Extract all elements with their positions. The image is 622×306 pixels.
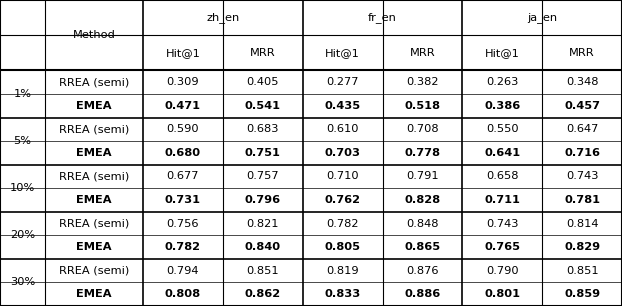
Text: ja_en: ja_en [527, 12, 557, 23]
Text: 0.851: 0.851 [566, 266, 598, 276]
Text: 0.876: 0.876 [406, 266, 439, 276]
Text: 0.743: 0.743 [486, 218, 519, 229]
Text: 0.641: 0.641 [484, 148, 521, 158]
Text: 0.886: 0.886 [404, 289, 440, 299]
Text: 0.833: 0.833 [325, 289, 361, 299]
Text: 0.541: 0.541 [245, 101, 281, 111]
Text: RREA (semi): RREA (semi) [59, 266, 129, 276]
Text: 5%: 5% [14, 136, 31, 146]
Text: 0.765: 0.765 [485, 242, 520, 252]
Text: 0.680: 0.680 [165, 148, 201, 158]
Text: 0.757: 0.757 [246, 171, 279, 181]
Text: 0.791: 0.791 [406, 171, 439, 181]
Text: 0.751: 0.751 [245, 148, 281, 158]
Text: 0.708: 0.708 [406, 124, 439, 134]
Text: 0.435: 0.435 [325, 101, 361, 111]
Text: 0.781: 0.781 [564, 195, 600, 205]
Text: 0.677: 0.677 [167, 171, 199, 181]
Text: EMEA: EMEA [76, 195, 112, 205]
Text: 0.405: 0.405 [246, 77, 279, 87]
Text: 0.710: 0.710 [327, 171, 359, 181]
Text: 0.819: 0.819 [327, 266, 359, 276]
Text: 0.848: 0.848 [406, 218, 439, 229]
Text: 0.711: 0.711 [485, 195, 520, 205]
Text: 0.457: 0.457 [564, 101, 600, 111]
Text: 10%: 10% [10, 183, 35, 193]
Text: 0.703: 0.703 [325, 148, 361, 158]
Text: 0.683: 0.683 [246, 124, 279, 134]
Text: MRR: MRR [250, 48, 276, 58]
Text: EMEA: EMEA [76, 242, 112, 252]
Text: 0.647: 0.647 [566, 124, 598, 134]
Text: 0.382: 0.382 [406, 77, 439, 87]
Text: 0.277: 0.277 [327, 77, 359, 87]
Text: 0.808: 0.808 [165, 289, 201, 299]
Text: 20%: 20% [10, 230, 35, 240]
Text: 0.590: 0.590 [167, 124, 199, 134]
Text: 0.840: 0.840 [244, 242, 281, 252]
Text: Hit@1: Hit@1 [165, 48, 200, 58]
Text: 0.801: 0.801 [485, 289, 520, 299]
Text: 0.778: 0.778 [404, 148, 440, 158]
Text: MRR: MRR [569, 48, 595, 58]
Text: 0.743: 0.743 [566, 171, 598, 181]
Text: 0.782: 0.782 [165, 242, 201, 252]
Text: RREA (semi): RREA (semi) [59, 124, 129, 134]
Text: 0.862: 0.862 [244, 289, 281, 299]
Text: 0.821: 0.821 [246, 218, 279, 229]
Text: 0.865: 0.865 [404, 242, 440, 252]
Text: 0.814: 0.814 [566, 218, 598, 229]
Text: 0.762: 0.762 [325, 195, 361, 205]
Text: 0.782: 0.782 [327, 218, 359, 229]
Text: EMEA: EMEA [76, 289, 112, 299]
Text: 0.790: 0.790 [486, 266, 519, 276]
Text: 1%: 1% [14, 89, 31, 99]
Text: 0.731: 0.731 [165, 195, 201, 205]
Text: 0.386: 0.386 [484, 101, 521, 111]
Text: RREA (semi): RREA (semi) [59, 171, 129, 181]
Text: 0.518: 0.518 [404, 101, 440, 111]
Text: RREA (semi): RREA (semi) [59, 77, 129, 87]
Text: 0.829: 0.829 [564, 242, 600, 252]
Text: fr_en: fr_en [368, 12, 397, 23]
Text: Hit@1: Hit@1 [325, 48, 360, 58]
Text: 0.851: 0.851 [246, 266, 279, 276]
Text: EMEA: EMEA [76, 101, 112, 111]
Text: Hit@1: Hit@1 [485, 48, 520, 58]
Text: 0.550: 0.550 [486, 124, 519, 134]
Text: 0.828: 0.828 [404, 195, 440, 205]
Text: 0.805: 0.805 [325, 242, 361, 252]
Text: MRR: MRR [410, 48, 435, 58]
Text: EMEA: EMEA [76, 148, 112, 158]
Text: zh_en: zh_en [207, 12, 239, 23]
Text: 0.348: 0.348 [566, 77, 598, 87]
Text: 0.309: 0.309 [167, 77, 199, 87]
Text: 0.263: 0.263 [486, 77, 519, 87]
Text: 0.658: 0.658 [486, 171, 519, 181]
Text: 0.796: 0.796 [244, 195, 281, 205]
Text: 0.610: 0.610 [327, 124, 359, 134]
Text: 0.716: 0.716 [564, 148, 600, 158]
Text: 0.859: 0.859 [564, 289, 600, 299]
Text: Method: Method [73, 30, 115, 40]
Text: 0.756: 0.756 [167, 218, 199, 229]
Text: 30%: 30% [10, 278, 35, 287]
Text: RREA (semi): RREA (semi) [59, 218, 129, 229]
Text: 0.794: 0.794 [167, 266, 199, 276]
Text: 0.471: 0.471 [165, 101, 201, 111]
